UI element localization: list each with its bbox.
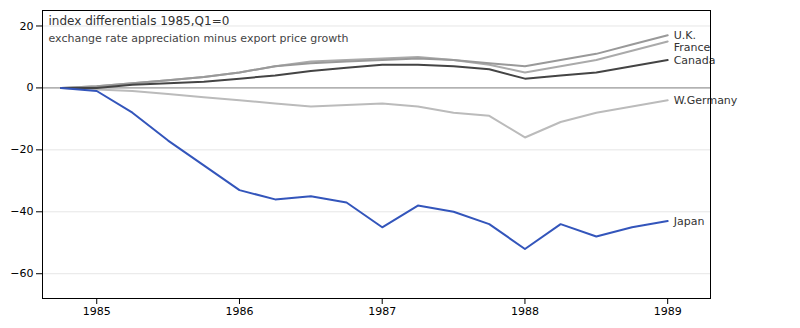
svg-text:0: 0 (27, 81, 34, 94)
svg-text:1985: 1985 (83, 305, 111, 318)
svg-text:1986: 1986 (225, 305, 253, 318)
svg-text:Canada: Canada (674, 54, 716, 67)
svg-text:−20: −20 (10, 143, 33, 156)
svg-text:U.K.: U.K. (673, 28, 696, 42)
svg-text:index differentials 1985,Q1=0: index differentials 1985,Q1=0 (49, 14, 230, 28)
svg-text:1988: 1988 (511, 305, 539, 318)
svg-text:W.Germany: W.Germany (674, 94, 738, 107)
svg-text:Japan: Japan (673, 215, 705, 228)
svg-text:1987: 1987 (368, 305, 396, 318)
svg-text:exchange rate appreciation min: exchange rate appreciation minus export … (49, 32, 349, 45)
svg-text:1989: 1989 (654, 305, 682, 318)
svg-text:France: France (674, 41, 711, 54)
svg-text:20: 20 (20, 20, 34, 33)
svg-text:−60: −60 (10, 267, 33, 280)
svg-text:−40: −40 (10, 205, 33, 218)
